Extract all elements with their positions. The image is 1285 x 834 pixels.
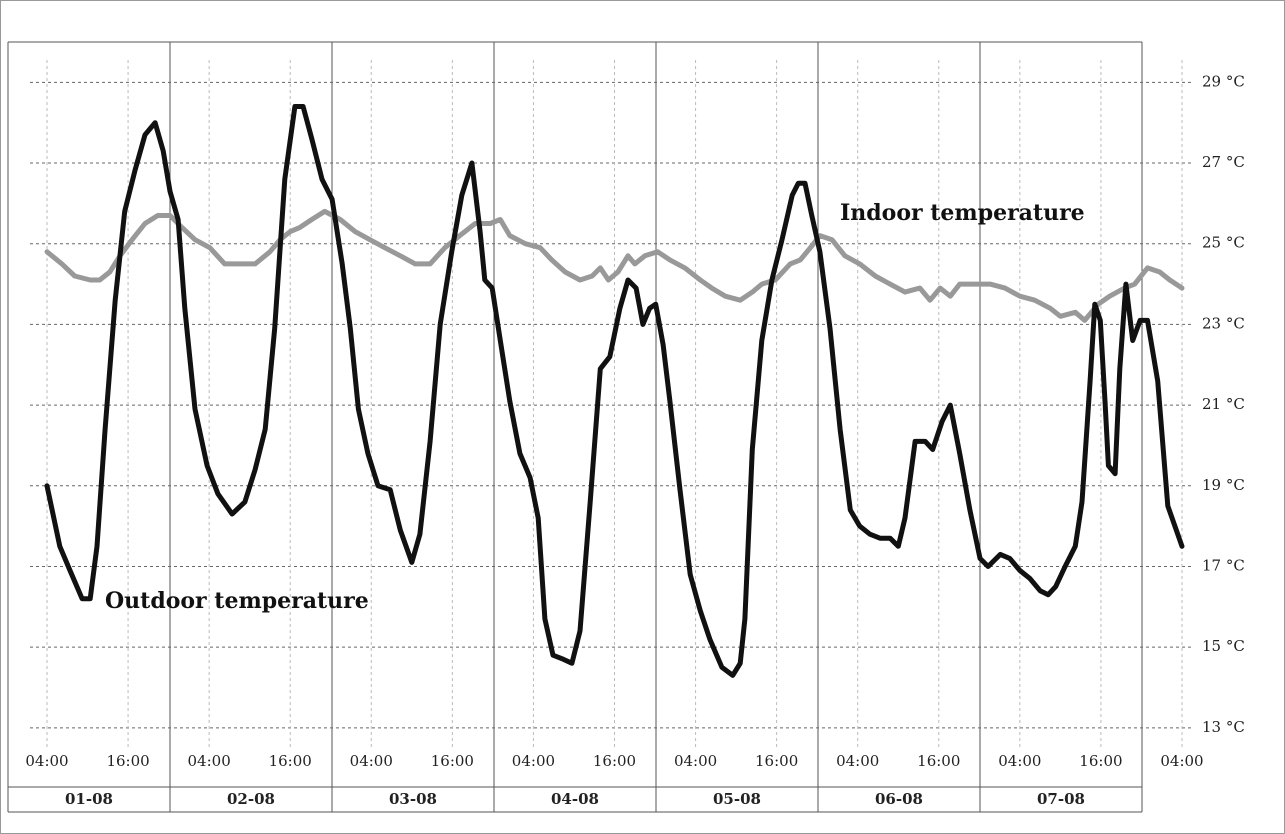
x-tick-label: 16:00 [269, 752, 312, 770]
x-tick-label: 16:00 [917, 752, 960, 770]
date-label: 03-08 [389, 790, 437, 808]
grid [30, 42, 1192, 812]
series-annotation: Outdoor temperature [105, 588, 369, 614]
x-tick-label: 16:00 [593, 752, 636, 770]
x-tick-label: 16:00 [1079, 752, 1122, 770]
series-line [44, 208, 1185, 323]
date-label: 01-08 [65, 790, 113, 808]
date-label: 06-08 [875, 790, 923, 808]
x-tick-label: 04:00 [188, 752, 231, 770]
x-tick-label: 04:00 [350, 752, 393, 770]
labels: 01-08 02-08 03-08 04-08 05-08 06-08 07-08 13 °C… [25, 72, 1244, 808]
y-tick-label: 15 °C [1202, 637, 1245, 655]
x-tick-label: 04:00 [836, 752, 879, 770]
y-tick-label: 27 °C [1202, 153, 1245, 171]
x-tick-label: 04:00 [512, 752, 555, 770]
x-tick-label: 04:00 [25, 752, 68, 770]
x-tick-label: 16:00 [431, 752, 474, 770]
x-tick-label: 16:00 [106, 752, 149, 770]
y-tick-label: 29 °C [1202, 72, 1245, 90]
x-tick-label: 04:00 [674, 752, 717, 770]
series-annotation: Indoor temperature [840, 200, 1085, 226]
date-label: 07-08 [1037, 790, 1085, 808]
date-label: 05-08 [713, 790, 761, 808]
series-line [44, 104, 1185, 678]
x-tick-label: 16:00 [755, 752, 798, 770]
y-tick-label: 23 °C [1202, 314, 1245, 332]
x-tick-label: 04:00 [1160, 752, 1203, 770]
lines [44, 104, 1185, 678]
y-tick-label: 17 °C [1202, 556, 1245, 574]
y-tick-label: 13 °C [1202, 718, 1245, 736]
date-label: 02-08 [227, 790, 275, 808]
date-label: 04-08 [551, 790, 599, 808]
y-tick-label: 25 °C [1202, 234, 1245, 252]
y-tick-label: 21 °C [1202, 395, 1245, 413]
y-tick-label: 19 °C [1202, 476, 1245, 494]
x-tick-label: 04:00 [998, 752, 1041, 770]
